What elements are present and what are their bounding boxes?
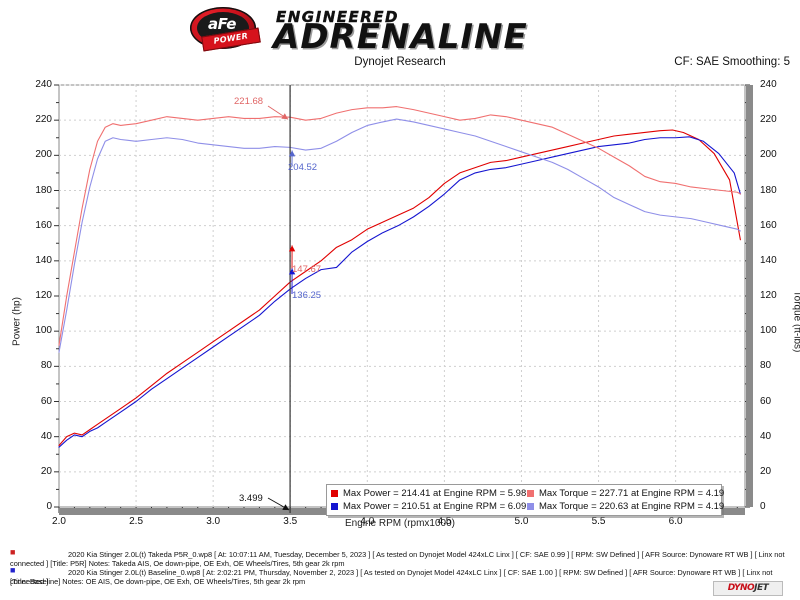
y-tick-right: 60 — [760, 395, 772, 407]
y-tick-right: 100 — [760, 325, 777, 337]
x-tick: 2.0 — [52, 516, 66, 527]
legend-swatch-torque-blue — [527, 503, 534, 510]
y-tick-right: 180 — [760, 184, 777, 196]
legend-power-red-text: Max Power = 214.41 at Engine RPM = 5.98 — [343, 488, 527, 499]
x-tick: 6.0 — [668, 516, 683, 527]
y-tick-left: 140 — [35, 254, 52, 266]
footnote-run1-line2: connected ] [Title: P5R] Notes: Takeda A… — [10, 559, 345, 568]
x-tick: 5.5 — [591, 516, 606, 527]
y-tick-right: 140 — [760, 254, 777, 266]
afe-power-logo-icon: aFe POWER — [188, 6, 261, 52]
x-axis-label: Engine RPM (rpmx1000) — [344, 518, 456, 529]
legend-swatch-power-blue — [331, 503, 338, 510]
y-axis-label-torque: Torque (ft-lbs) — [791, 290, 800, 353]
chart-legend: Max Power = 214.41 at Engine RPM = 5.98 … — [326, 484, 724, 516]
brand-block: aFe POWER ENGINEERED ADRENALINE — [188, 4, 608, 54]
afe-logo-text: aFe — [208, 15, 236, 33]
page-header: aFe POWER ENGINEERED ADRENALINE Dynojet … — [0, 0, 800, 78]
brand-adrenaline-text: ADRENALINE — [273, 17, 528, 57]
y-tick-right: 120 — [760, 290, 777, 301]
watermark-dyno: DYNO — [727, 583, 755, 593]
afe-logo-oval — [190, 7, 256, 49]
footnote-run2-line2: [Title: Baseline] Notes: OE AIS, Oe down… — [10, 577, 306, 586]
y-tick-left: 200 — [35, 149, 52, 161]
dynojet-watermark-icon: DYNOJET — [713, 581, 783, 596]
y-tick-left: 120 — [35, 290, 52, 301]
y-tick-right: 80 — [760, 360, 772, 372]
y-tick-left: 180 — [35, 184, 52, 196]
callout-power-red: 147.67 — [292, 264, 322, 275]
chart-canvas — [54, 84, 753, 515]
correction-factor-label: CF: SAE Smoothing: 5 — [674, 56, 790, 68]
y-tick-left: 60 — [40, 395, 52, 407]
legend-swatch-power-red — [331, 490, 338, 497]
legend-torque-blue-text: Max Torque = 220.63 at Engine RPM = 4.19 — [539, 501, 725, 512]
footnote-run2-line1: 2020 Kia Stinger 2.0L(t) Baseline_0.wp8 … — [10, 568, 773, 586]
chart-subtitle: Dynojet Research — [354, 56, 446, 68]
legend-swatch-torque-red — [527, 490, 534, 497]
watermark-jet: JET — [754, 583, 769, 593]
x-tick: 3.0 — [206, 516, 221, 527]
footnote-bullet-red: ■ — [10, 547, 16, 557]
legend-row: Max Power = 210.51 at Engine RPM = 6.09 … — [331, 500, 724, 513]
legend-row: Max Power = 214.41 at Engine RPM = 5.98 … — [331, 487, 724, 500]
brand-engineered-text: ENGINEERED — [276, 8, 399, 26]
y-tick-left: 220 — [35, 114, 52, 126]
page-footer: ■ 2020 Kia Stinger 2.0L(t) Takeda P5R_0.… — [0, 548, 800, 600]
x-tick: 3.5 — [283, 516, 298, 527]
x-tick: 4.0 — [360, 516, 375, 527]
callout-torque-blue: 204.52 — [288, 162, 318, 173]
x-tick: 5.0 — [514, 516, 529, 527]
callout-cursor-rpm: 3.499 — [239, 493, 263, 504]
y-tick-left: 240 — [35, 79, 52, 90]
footnote-bullet-blue: ■ — [10, 565, 16, 575]
callout-torque-red: 221.68 — [234, 96, 264, 107]
x-tick: 4.5 — [437, 516, 452, 527]
y-tick-left: 40 — [40, 430, 52, 442]
y-tick-left: 20 — [40, 465, 52, 477]
y-tick-right: 0 — [760, 501, 766, 512]
y-tick-left: 80 — [40, 360, 52, 372]
y-tick-right: 160 — [760, 219, 777, 231]
legend-power-blue-text: Max Power = 210.51 at Engine RPM = 6.09 — [343, 501, 527, 512]
y-tick-right: 200 — [760, 149, 777, 161]
callout-power-blue: 136.25 — [292, 290, 322, 301]
y-tick-right: 220 — [760, 114, 777, 126]
legend-torque-red-text: Max Torque = 227.71 at Engine RPM = 4.19 — [539, 488, 725, 499]
y-tick-right: 240 — [760, 79, 777, 90]
y-tick-right: 40 — [760, 430, 772, 442]
x-tick: 2.5 — [129, 516, 144, 527]
footnote-run1-line1: 2020 Kia Stinger 2.0L(t) Takeda P5R_0.wp… — [68, 550, 785, 559]
y-tick-left: 160 — [35, 219, 52, 231]
dyno-chart: Power (hp) Torque (ft-lbs) Engine RPM (r… — [0, 78, 800, 596]
y-tick-left: 0 — [46, 501, 52, 512]
y-tick-left: 100 — [35, 325, 52, 337]
y-tick-right: 20 — [760, 465, 772, 477]
